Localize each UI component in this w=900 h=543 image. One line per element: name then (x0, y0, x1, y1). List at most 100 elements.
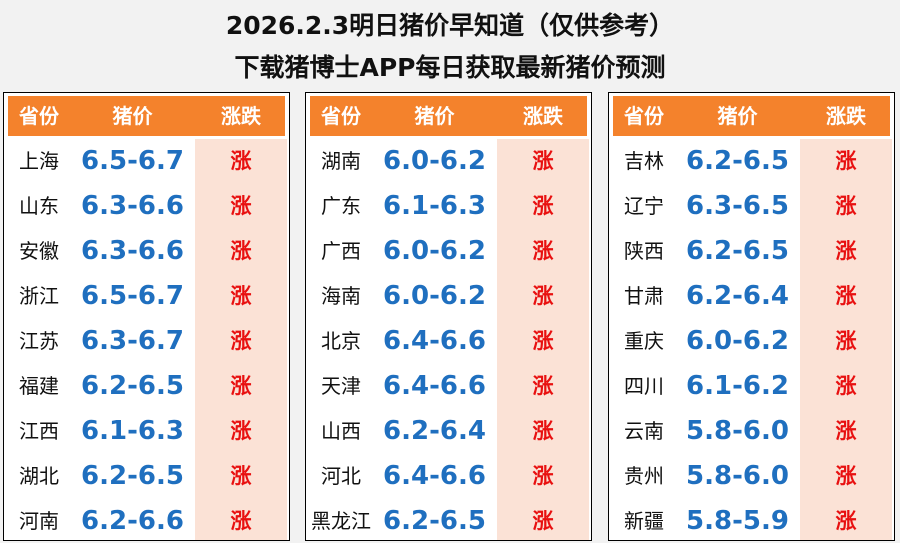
table-row: 浙江 6.5-6.7 涨 (8, 274, 285, 319)
price-cell: 5.8-6.0 (686, 461, 789, 491)
province-cell: 上海 (19, 149, 59, 173)
table-row: 湖南 6.0-6.2 涨 (310, 139, 587, 184)
province-cell: 福建 (19, 374, 59, 398)
title-area: 2026.2.3明日猪价早知道（仅供参考） 下载猪博士APP每日获取最新猪价预测 (0, 0, 900, 90)
price-cell: 6.2-6.4 (686, 281, 789, 311)
province-cell: 湖南 (321, 149, 361, 173)
price-cell: 5.8-6.0 (686, 416, 789, 446)
province-cell: 重庆 (624, 329, 664, 353)
price-cell: 6.3-6.5 (686, 191, 789, 221)
province-cell: 广东 (321, 194, 361, 218)
province-cell: 甘肃 (624, 284, 664, 308)
price-cell: 6.4-6.6 (383, 461, 486, 491)
province-cell: 云南 (624, 419, 664, 443)
change-cell: 涨 (532, 464, 554, 488)
price-cell: 6.2-6.5 (81, 461, 184, 491)
page-title: 2026.2.3明日猪价早知道（仅供参考） (225, 11, 675, 40)
province-cell: 北京 (321, 329, 361, 353)
table-row: 吉林 6.2-6.5 涨 (613, 139, 890, 184)
price-cell: 6.3-6.6 (81, 191, 184, 221)
table-row: 安徽 6.3-6.6 涨 (8, 229, 285, 274)
price-cell: 6.2-6.6 (81, 506, 184, 536)
table-row: 广东 6.1-6.3 涨 (310, 184, 587, 229)
table-row: 广西 6.0-6.2 涨 (310, 229, 587, 274)
price-table-3: 省份 猪价 涨跌 吉林 6.2-6.5 涨辽宁 6.3-6.5 涨陕西 6.2-6.5 涨甘肃 6.… (608, 92, 895, 541)
table-row: 辽宁 6.3-6.5 涨 (613, 184, 890, 229)
header-province: 省份 (624, 104, 664, 128)
table-row: 河南 6.2-6.6 涨 (8, 499, 285, 540)
table-row: 北京 6.4-6.6 涨 (310, 319, 587, 364)
change-cell: 涨 (532, 194, 554, 218)
change-cell: 涨 (230, 194, 252, 218)
change-cell: 涨 (230, 239, 252, 263)
change-cell: 涨 (230, 329, 252, 353)
change-cell: 涨 (835, 284, 857, 308)
table-header: 省份 猪价 涨跌 (310, 96, 587, 136)
province-cell: 河北 (321, 464, 361, 488)
price-cell: 5.8-5.9 (686, 506, 789, 536)
header-price: 猪价 (717, 104, 758, 128)
price-cell: 6.0-6.2 (686, 326, 789, 356)
table-row: 江西 6.1-6.3 涨 (8, 409, 285, 454)
price-cell: 6.0-6.2 (383, 281, 486, 311)
price-cell: 6.3-6.7 (81, 326, 184, 356)
province-cell: 广西 (321, 239, 361, 263)
price-cell: 6.2-6.5 (686, 146, 789, 176)
header-change: 涨跌 (523, 104, 563, 128)
province-cell: 河南 (19, 509, 59, 533)
province-cell: 陕西 (624, 239, 664, 263)
province-cell: 海南 (321, 284, 361, 308)
price-cell: 6.5-6.7 (81, 281, 184, 311)
change-cell: 涨 (532, 374, 554, 398)
change-cell: 涨 (835, 374, 857, 398)
change-column-background (497, 139, 589, 540)
header-province: 省份 (321, 104, 361, 128)
change-cell: 涨 (532, 149, 554, 173)
change-cell: 涨 (230, 464, 252, 488)
price-cell: 6.0-6.2 (383, 146, 486, 176)
table-row: 福建 6.2-6.5 涨 (8, 364, 285, 409)
province-cell: 湖北 (19, 464, 59, 488)
table-row: 海南 6.0-6.2 涨 (310, 274, 587, 319)
price-cell: 6.1-6.3 (383, 191, 486, 221)
table-row: 新疆 5.8-5.9 涨 (613, 499, 890, 540)
change-cell: 涨 (835, 509, 857, 533)
province-cell: 吉林 (624, 149, 664, 173)
change-cell: 涨 (835, 194, 857, 218)
table-row: 陕西 6.2-6.5 涨 (613, 229, 890, 274)
table-header: 省份 猪价 涨跌 (613, 96, 890, 136)
change-column-background (800, 139, 892, 540)
province-cell: 山东 (19, 194, 59, 218)
change-cell: 涨 (835, 329, 857, 353)
province-cell: 安徽 (19, 239, 59, 263)
province-cell: 江苏 (19, 329, 59, 353)
change-cell: 涨 (532, 284, 554, 308)
change-cell: 涨 (532, 419, 554, 443)
table-row: 山东 6.3-6.6 涨 (8, 184, 285, 229)
price-table-1: 省份 猪价 涨跌 上海 6.5-6.7 涨山东 6.3-6.6 涨安徽 6.3-6.6 涨浙江 6.… (3, 92, 290, 541)
table-row: 天津 6.4-6.6 涨 (310, 364, 587, 409)
table-header: 省份 猪价 涨跌 (8, 96, 285, 136)
price-cell: 6.0-6.2 (383, 236, 486, 266)
change-cell: 涨 (230, 509, 252, 533)
change-cell: 涨 (835, 239, 857, 263)
price-cell: 6.2-6.5 (81, 371, 184, 401)
price-cell: 6.5-6.7 (81, 146, 184, 176)
price-cell: 6.2-6.5 (383, 506, 486, 536)
price-table-2: 省份 猪价 涨跌 湖南 6.0-6.2 涨广东 6.1-6.3 涨广西 6.0-6.2 涨海南 6.… (305, 92, 592, 541)
table-body: 上海 6.5-6.7 涨山东 6.3-6.6 涨安徽 6.3-6.6 涨浙江 6.5-6.7 涨… (8, 139, 285, 540)
change-cell: 涨 (230, 284, 252, 308)
change-cell: 涨 (230, 419, 252, 443)
change-cell: 涨 (532, 509, 554, 533)
table-row: 黑龙江 6.2-6.5 涨 (310, 499, 587, 540)
table-row: 甘肃 6.2-6.4 涨 (613, 274, 890, 319)
change-column-background (195, 139, 287, 540)
header-price: 猪价 (112, 104, 153, 128)
table-body: 湖南 6.0-6.2 涨广东 6.1-6.3 涨广西 6.0-6.2 涨海南 6.0-6.2 涨… (310, 139, 587, 540)
province-cell: 贵州 (624, 464, 664, 488)
province-cell: 山西 (321, 419, 361, 443)
province-cell: 天津 (321, 374, 361, 398)
header-price: 猪价 (414, 104, 455, 128)
province-cell: 江西 (19, 419, 59, 443)
table-row: 河北 6.4-6.6 涨 (310, 454, 587, 499)
